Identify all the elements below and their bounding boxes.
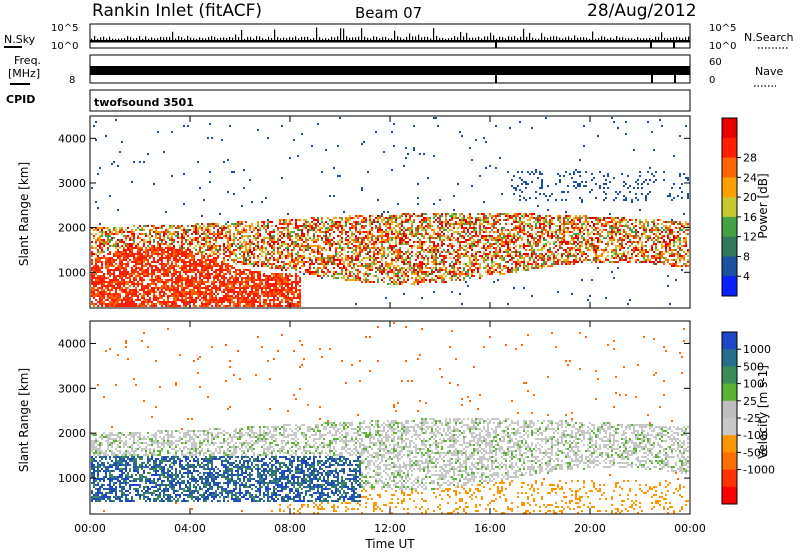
freq-trace: [90, 66, 690, 75]
velocity-y-ticks: 1000 2000 3000 4000: [58, 337, 690, 485]
nave-label: Nave: [755, 65, 783, 78]
power-heatmap: [91, 117, 689, 307]
colorbar-tick-label: -500: [743, 446, 768, 459]
x-tick-label: 00:00: [74, 522, 106, 535]
x-tick-label: 16:00: [474, 522, 506, 535]
freq-gaps: [495, 75, 676, 83]
power-y-axis-label: Slant Range [km]: [17, 162, 31, 266]
x-tick-label: 20:00: [574, 522, 606, 535]
colorbar-tick-label: 24: [743, 171, 757, 184]
y-tick-label: 1000: [58, 266, 86, 279]
noise-right-label: N.Search: [744, 31, 794, 44]
freq-left-tick: 8: [69, 75, 75, 86]
colorbar-swatch: [722, 157, 737, 178]
colorbar-tick-label: 100: [743, 378, 764, 391]
colorbar-swatch: [722, 332, 737, 350]
colorbar-swatch: [722, 400, 737, 419]
colorbar-swatch: [722, 383, 737, 402]
colorbar-tick-label: 28: [743, 152, 757, 165]
cpid-panel-frame: [89, 89, 691, 112]
colorbar-tick-label: 8: [743, 250, 750, 263]
y-tick-label: 2000: [58, 427, 86, 440]
power-y-ticks: 1000 2000 3000 4000: [58, 132, 690, 279]
colorbar-swatch: [722, 236, 737, 257]
noise-panel-frame: [89, 23, 691, 49]
y-tick-label: 4000: [58, 132, 86, 145]
colorbar-tick-label: 500: [743, 360, 764, 373]
colorbar-swatch: [722, 366, 737, 385]
y-tick-label: 3000: [58, 382, 86, 395]
velocity-colorbar-label: Velocity [m s-1]: [756, 365, 770, 459]
y-tick-label: 2000: [58, 222, 86, 235]
x-axis-ticks: 00:00 04:00 08:00 12:00 16:00 20:00 00:00: [74, 116, 706, 535]
colorbar-swatch: [722, 469, 737, 488]
x-tick-label: 12:00: [374, 522, 406, 535]
noise-left-tick-top: 10^5: [51, 23, 78, 34]
velocity-y-axis-label: Slant Range [km]: [17, 368, 31, 472]
cpid-value: twofsound 3501: [94, 96, 194, 109]
y-tick-label: 1000: [58, 472, 86, 485]
noise-right-tick-top: 10^5: [709, 23, 736, 34]
date-label: 28/Aug/2012: [587, 1, 697, 21]
colorbar-swatch: [722, 276, 737, 297]
x-tick-label: 04:00: [174, 522, 206, 535]
colorbar-tick-label: -1000: [743, 464, 775, 477]
velocity-heatmap: [91, 322, 689, 514]
power-colorbar-label: Power [dB]: [756, 173, 770, 238]
colorbar-tick-label: 12: [743, 231, 757, 244]
colorbar-swatch: [722, 177, 737, 198]
freq-right-tick-bottom: 0: [709, 75, 715, 86]
noise-left-tick-bottom: 10^0: [51, 41, 78, 52]
colorbar-tick-label: -25: [743, 412, 761, 425]
y-tick-label: 4000: [58, 337, 86, 350]
colorbar-swatch: [722, 486, 737, 505]
colorbar-tick-label: 4: [743, 270, 750, 283]
colorbar-swatch: [722, 418, 737, 436]
colorbar-tick-label: 1000: [743, 343, 771, 356]
power-colorbar: 4 8 12 16 20 24 28: [721, 117, 757, 297]
station-title: Rankin Inlet (fitACF): [92, 1, 262, 21]
noise-right-tick-bottom: 10^0: [709, 41, 736, 52]
freq-right-tick-top: 60: [709, 57, 722, 68]
cpid-label: CPID: [6, 93, 35, 106]
colorbar-tick-label: 25: [743, 395, 757, 408]
velocity-colorbar: 1000 500 100 25 -25 -100 -500 -1000: [721, 331, 775, 505]
x-tick-label: 00:00: [674, 522, 706, 535]
colorbar-swatch: [722, 118, 737, 139]
beam-label: Beam 07: [355, 4, 422, 22]
colorbar-swatch: [722, 349, 737, 367]
freq-label-line2: [MHz]: [8, 67, 40, 80]
colorbar-tick-label: 20: [743, 191, 757, 204]
colorbar-tick-label: -100: [743, 429, 768, 442]
freq-label-line1: Freq.: [14, 54, 41, 67]
colorbar-swatch: [722, 137, 737, 159]
colorbar-swatch: [722, 452, 737, 471]
colorbar-swatch: [722, 435, 737, 453]
noise-left-label: N.Sky: [4, 33, 36, 46]
noise-trace: [90, 27, 690, 48]
x-tick-label: 08:00: [274, 522, 306, 535]
y-tick-label: 3000: [58, 177, 86, 190]
colorbar-swatch: [722, 216, 737, 238]
x-axis-label: Time UT: [364, 537, 415, 551]
colorbar-swatch: [722, 197, 737, 218]
colorbar-swatch: [722, 256, 737, 277]
colorbar-tick-label: 16: [743, 211, 757, 224]
